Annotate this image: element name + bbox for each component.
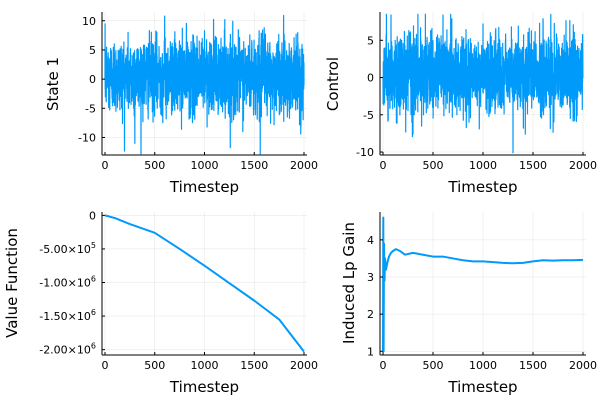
x-tick-label: 500 <box>144 159 165 172</box>
subplot-3: 0 500 1000 1500 2000 0 -5.00×105 -1.00×106 -1.50… <box>3 209 318 396</box>
x-tick-label: 0 <box>380 159 387 172</box>
x-tick-label: 500 <box>423 159 444 172</box>
x-tick-label: 1500 <box>519 159 547 172</box>
y-tick-label: -1.50×106 <box>39 308 96 323</box>
y-tick-label: 0 <box>89 73 96 86</box>
x-axis-title: Timestep <box>447 378 517 396</box>
y-tick-label: -5 <box>363 109 374 122</box>
x-tick-label: 0 <box>101 159 108 172</box>
x-tick-label: 500 <box>144 359 165 372</box>
y-tick-label: -1.00×106 <box>39 274 96 289</box>
x-tick-label: 1500 <box>519 359 547 372</box>
y-tick-label: 0 <box>89 209 96 222</box>
y-tick-label: 3 <box>367 271 374 284</box>
y-tick-label: -10 <box>356 146 374 159</box>
x-tick-label: 1000 <box>469 159 497 172</box>
y-tick-label: 1 <box>367 345 374 358</box>
series-line <box>104 214 305 353</box>
x-tick-label: 1500 <box>240 159 268 172</box>
subplot-4: 0 500 1000 1500 2000 1 2 3 4 Timestep Induced Lp G… <box>340 212 597 396</box>
y-tick-label: -10 <box>78 131 96 144</box>
x-axis-title: Timestep <box>447 178 517 196</box>
y-axis-title: State 1 <box>44 57 62 111</box>
y-tick-label: -5 <box>85 102 96 115</box>
x-tick-label: 1000 <box>191 159 219 172</box>
y-tick-label: 0 <box>367 72 374 85</box>
subplot-1: 0 500 1000 1500 2000 -10 -5 0 5 10 Timestep State 1 <box>44 12 318 196</box>
y-tick-label: -2.00×106 <box>39 342 96 357</box>
x-tick-label: 2000 <box>290 359 318 372</box>
y-tick-label: 5 <box>89 44 96 57</box>
y-axis-title: Control <box>324 57 342 111</box>
x-tick-label: 1000 <box>469 359 497 372</box>
x-tick-label: 1500 <box>240 359 268 372</box>
y-tick-label: 5 <box>367 34 374 47</box>
y-axis-title: Value Function <box>3 228 21 338</box>
y-tick-label: -5.00×105 <box>39 241 96 256</box>
x-axis-title: Timestep <box>169 178 239 196</box>
x-tick-label: 500 <box>423 359 444 372</box>
x-tick-label: 0 <box>380 359 387 372</box>
x-axis-title: Timestep <box>169 378 239 396</box>
y-tick-label: 4 <box>367 234 374 247</box>
y-tick-label: 2 <box>367 308 374 321</box>
subplot-2: 0 500 1000 1500 2000 -10 -5 0 5 Timestep Control <box>324 12 597 196</box>
y-axis-title: Induced Lp Gain <box>340 222 358 344</box>
x-tick-label: 1000 <box>191 359 219 372</box>
x-tick-label: 2000 <box>569 359 597 372</box>
series-line <box>382 13 584 154</box>
series-line <box>104 14 305 155</box>
series-line <box>382 216 584 353</box>
x-tick-label: 2000 <box>569 159 597 172</box>
x-tick-label: 2000 <box>290 159 318 172</box>
y-tick-label: 10 <box>82 15 96 28</box>
x-tick-label: 0 <box>101 359 108 372</box>
